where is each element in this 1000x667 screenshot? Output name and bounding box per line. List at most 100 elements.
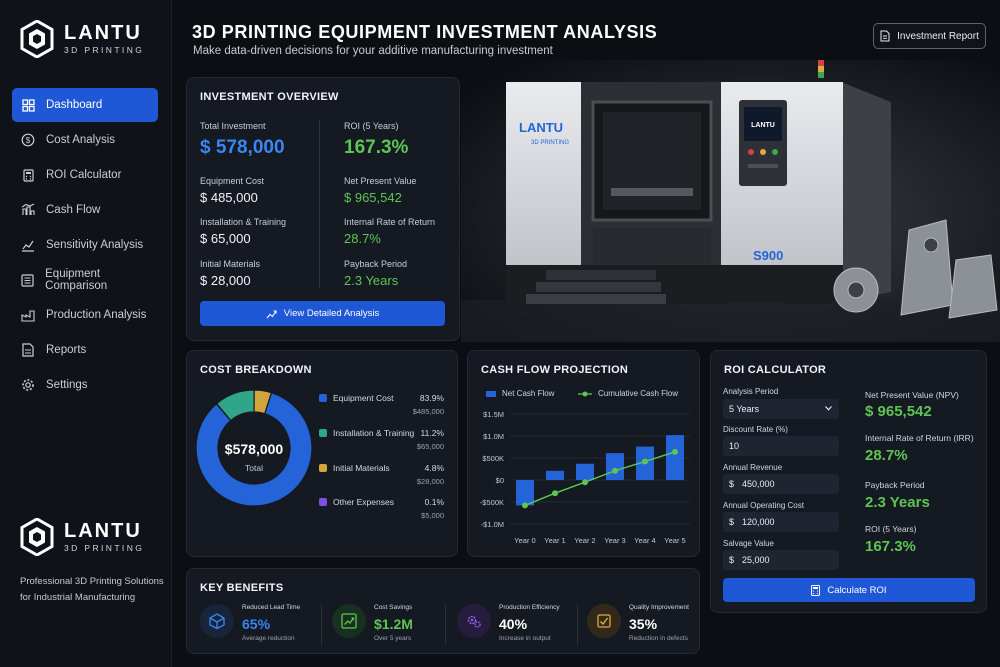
legend-label: Net Cash Flow — [502, 389, 555, 398]
legend-cumulative-cash-flow: Cumulative Cash Flow — [578, 389, 678, 398]
irr-result-value: 28.7% — [865, 447, 908, 464]
view-detailed-analysis-button[interactable]: View Detailed Analysis — [200, 301, 445, 326]
page-subtitle: Make data-driven decisions for your addi… — [193, 45, 553, 57]
benefit-production-efficiency: Production Efficiency 40% Increase in ou… — [457, 602, 577, 652]
input-value: 10 — [729, 441, 740, 451]
donut-slice — [195, 391, 313, 507]
total-investment-value: $ 578,000 — [200, 137, 285, 158]
nav-item-roi-calculator[interactable]: ROI Calculator — [12, 158, 158, 192]
nav-label: Equipment Comparison — [45, 268, 108, 292]
lantu-logo-icon — [20, 20, 54, 58]
benefit-value: 65% — [242, 616, 271, 632]
compare-icon — [21, 273, 34, 287]
grid-icon — [21, 98, 35, 112]
point-cumulative-cash-flow — [612, 467, 618, 474]
box-icon — [200, 604, 234, 638]
nav-label: ROI Calculator — [46, 169, 122, 181]
salvage-value-input[interactable]: $ 25,000 — [723, 550, 839, 570]
key-benefits-card: KEY BENEFITS Reduced Lead Time 65% Avera… — [186, 568, 700, 654]
irr-label: Internal Rate of Return — [344, 217, 436, 227]
npv-result-label: Net Present Value (NPV) — [865, 390, 959, 400]
x-tick-label: Year 0 — [514, 536, 535, 545]
calculator-icon — [21, 168, 35, 182]
nav-item-settings[interactable]: Settings — [12, 368, 158, 402]
npv-value: $ 965,542 — [344, 190, 402, 205]
investment-report-button[interactable]: Investment Report — [873, 23, 986, 49]
legend-pct: 83.9% — [419, 393, 444, 403]
operating-cost-input[interactable]: $ 120,000 — [723, 512, 839, 532]
roi-result-value: 167.3% — [865, 538, 916, 555]
printer-machine-image: LANTU LANTU 3D PRINTING S900 — [461, 60, 1000, 342]
brand-logo[interactable]: LANTU 3D PRINTING — [20, 20, 144, 58]
nav-item-dashboard[interactable]: Dashboard — [12, 88, 158, 122]
document-icon — [880, 30, 890, 42]
gear-icon — [21, 378, 35, 392]
total-investment-label: Total Investment — [200, 121, 266, 131]
nav-item-equipment-comparison[interactable]: Equipment Comparison — [12, 263, 158, 297]
lantu-logo-icon — [20, 518, 54, 556]
divider — [577, 605, 578, 645]
nav-item-reports[interactable]: Reports — [12, 333, 158, 367]
brand-name: LANTU — [64, 520, 142, 542]
y-tick-label: $1.5M — [483, 410, 504, 419]
nav-item-production-analysis[interactable]: Production Analysis — [12, 298, 158, 332]
legend-pct: 11.2% — [420, 428, 444, 438]
brand-sub: 3D PRINTING — [64, 45, 145, 55]
sensitivity-icon — [21, 238, 35, 252]
line-cumulative-cash-flow — [524, 451, 676, 507]
materials-value: $ 28,000 — [200, 273, 251, 288]
calculator-icon — [811, 584, 821, 596]
annual-revenue-label: Annual Revenue — [723, 463, 783, 472]
legend-amount: $65,000 — [416, 442, 444, 451]
point-cumulative-cash-flow — [582, 479, 588, 486]
nav-label: Settings — [46, 379, 88, 391]
brand-name: LANTU — [64, 22, 142, 44]
machine-model: S900 — [753, 248, 783, 263]
x-tick-label: Year 4 — [634, 536, 655, 545]
nav-label: Reports — [46, 344, 87, 356]
nav-item-sensitivity-analysis[interactable]: Sensitivity Analysis — [12, 228, 158, 262]
dollar-icon: $ — [21, 133, 35, 147]
irr-result-label: Internal Rate of Return (IRR) — [865, 433, 974, 443]
discount-rate-input[interactable]: 10 — [723, 436, 839, 456]
legend-net-cash-flow: Net Cash Flow — [486, 389, 554, 398]
installation-label: Installation & Training — [200, 217, 287, 227]
y-tick-label: $500K — [482, 454, 504, 463]
input-value: 450,000 — [742, 479, 775, 489]
analysis-period-select[interactable]: 5 Years — [723, 399, 839, 419]
x-tick-label: Year 2 — [574, 536, 595, 545]
nav-item-cash-flow[interactable]: Cash Flow — [12, 193, 158, 227]
legend-name: Other Expenses — [333, 497, 394, 507]
roi-result-label: ROI (5 Years) — [865, 524, 917, 534]
sidebar: LANTU 3D PRINTING Dashboard $ Cost Analy… — [0, 0, 172, 667]
legend-swatch — [319, 394, 327, 402]
trend-icon — [266, 309, 277, 318]
legend-amount: $5,000 — [421, 511, 444, 520]
legend-label: Cumulative Cash Flow — [598, 389, 679, 398]
point-cumulative-cash-flow — [642, 458, 648, 465]
benefit-title: Cost Savings — [374, 604, 413, 611]
legend-pct: 0.1% — [424, 497, 444, 507]
benefit-title: Reduced Lead Time — [242, 604, 301, 611]
legend-amount: $28,000 — [416, 477, 444, 486]
payback-value: 2.3 Years — [344, 273, 399, 288]
card-title: ROI CALCULATOR — [724, 364, 827, 376]
nav-label: Cash Flow — [46, 204, 101, 216]
donut-center-value: $578,000 — [224, 441, 284, 457]
point-cumulative-cash-flow — [672, 448, 678, 455]
calculate-roi-button[interactable]: Calculate ROI — [723, 578, 975, 602]
annual-revenue-input[interactable]: $ 450,000 — [723, 474, 839, 494]
cost-breakdown-card: COST BREAKDOWN $578,000 Total Equipment … — [186, 350, 458, 557]
investment-overview-card: INVESTMENT OVERVIEW Total Investment $ 5… — [186, 77, 460, 341]
donut-center-label: Total — [245, 463, 263, 473]
benefit-quality-improvement: Quality Improvement 35% Reduction in def… — [587, 602, 707, 652]
x-tick-label: Year 3 — [604, 536, 625, 545]
y-tick-label: $0 — [496, 476, 504, 485]
currency-symbol: $ — [729, 479, 735, 489]
select-value: 5 Years — [729, 404, 760, 414]
y-tick-label: $1.0M — [483, 432, 504, 441]
nav-item-cost-analysis[interactable]: $ Cost Analysis — [12, 123, 158, 157]
savings-chart-icon — [332, 604, 366, 638]
benefit-cost-savings: Cost Savings $1.2M Over 5 years — [332, 602, 452, 652]
benefit-sub: Average reduction — [242, 635, 295, 642]
